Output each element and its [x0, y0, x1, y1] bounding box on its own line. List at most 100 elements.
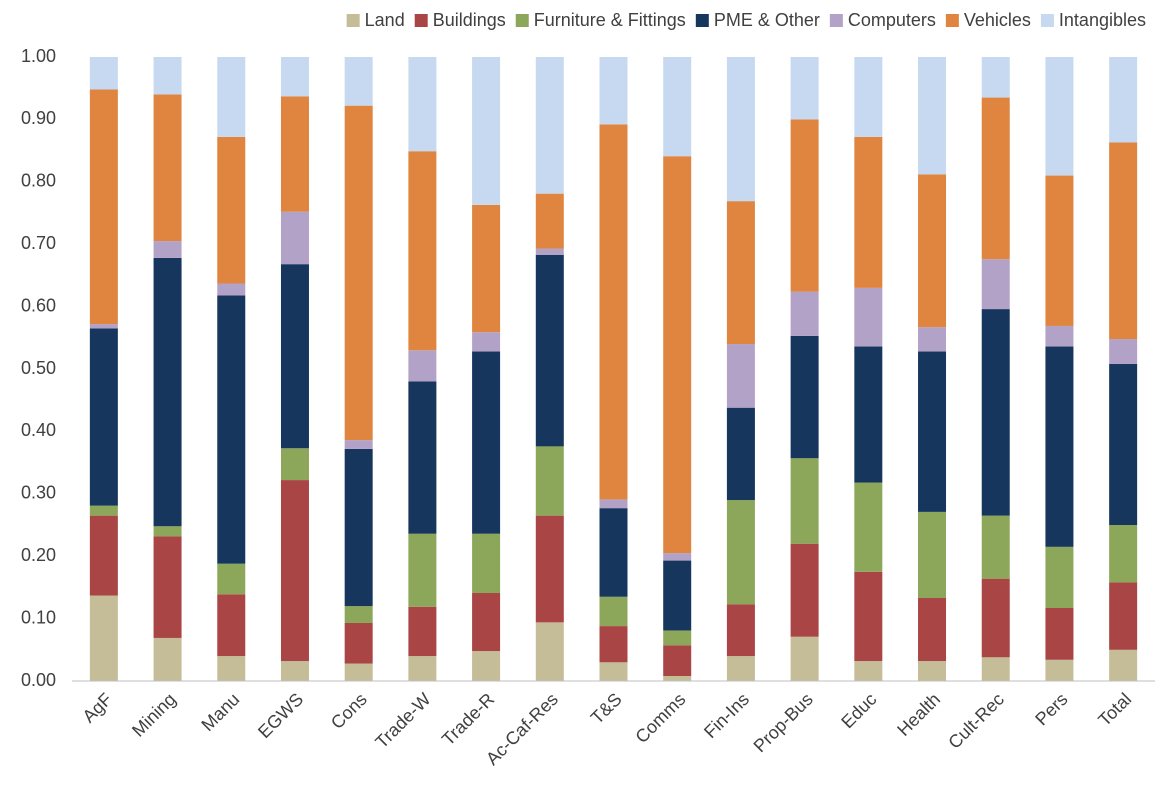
bar-segment [89, 515, 118, 596]
legend-label: Furniture & Fittings [534, 10, 686, 30]
bar-segment [599, 662, 628, 681]
bar-segment [535, 622, 564, 681]
bar-segment [153, 94, 182, 242]
bar-segment [663, 560, 692, 631]
bar-segment [790, 636, 819, 681]
bar-segment [599, 596, 628, 627]
bar-segment [344, 448, 373, 607]
bar-segment [472, 533, 501, 594]
bar-segment [981, 259, 1010, 310]
bar-segment [344, 622, 373, 664]
y-tick-label: 0.40 [21, 420, 56, 440]
x-tick-label: Cult-Rec [944, 689, 1008, 753]
legend-swatch [829, 14, 843, 27]
y-tick-label: 0.90 [21, 108, 56, 128]
bar-segment [280, 661, 309, 681]
bar-segment [981, 57, 1010, 98]
x-tick-label: EGWS [254, 689, 307, 742]
bar-segment [854, 661, 883, 681]
bar-segment [217, 563, 246, 595]
bar-segment [790, 335, 819, 459]
y-tick-label: 0.80 [21, 171, 56, 191]
bar-segment [726, 57, 755, 202]
y-tick-label: 0.70 [21, 233, 56, 253]
bar-segment [854, 57, 883, 137]
bar-segment [663, 57, 692, 157]
bar-segment [472, 57, 501, 205]
bar-segment [535, 57, 564, 194]
bar-segment [1109, 582, 1138, 650]
bar-segment [790, 291, 819, 336]
bar-segment [408, 533, 437, 607]
bar-segment [217, 656, 246, 681]
bar-segment [408, 57, 437, 152]
bar-segment [918, 327, 947, 352]
bar-segment [89, 89, 118, 325]
y-tick-label: 1.00 [21, 46, 56, 66]
x-tick-label: AgF [79, 689, 116, 726]
legend-label: Land [365, 10, 405, 30]
bar-segment [472, 651, 501, 681]
legend-swatch [945, 14, 959, 27]
bar-segment [981, 515, 1010, 579]
bar-segment [918, 511, 947, 599]
bar-segment [790, 543, 819, 637]
y-tick-label: 0.30 [21, 483, 56, 503]
bar-segment [472, 593, 501, 652]
bar-segment [599, 499, 628, 509]
bar-segment [599, 124, 628, 500]
bar-segment [153, 526, 182, 537]
bar-segment [89, 505, 118, 516]
x-tick-label: Trade-R [438, 689, 498, 749]
bar-segment [89, 324, 118, 329]
bar-segment [408, 151, 437, 351]
bar-segment [854, 346, 883, 483]
bar-segment [153, 637, 182, 681]
y-tick-label: 0.50 [21, 358, 56, 378]
bar-segment [280, 57, 309, 97]
bar-segment [663, 156, 692, 554]
x-tick-label: Total [1094, 689, 1135, 730]
bar-segment [663, 676, 692, 681]
x-tick-label: Prop-Bus [750, 689, 817, 756]
legend-label: Vehicles [964, 10, 1031, 30]
y-tick-label: 0.00 [21, 670, 56, 690]
bar-segment [153, 57, 182, 95]
bar-segment [599, 57, 628, 125]
bar-segment [981, 97, 1010, 260]
bar-segment [408, 350, 437, 382]
bar-segment [918, 661, 947, 681]
bar-segment [1045, 346, 1074, 547]
x-tick-label: Pers [1031, 689, 1071, 729]
bar-segment [1109, 339, 1138, 365]
bar-segment [89, 595, 118, 681]
bar-segment [918, 57, 947, 175]
bar-segment [726, 500, 755, 605]
bar-segment [408, 606, 437, 657]
bar-segment [535, 515, 564, 623]
bar-segment [663, 630, 692, 646]
bar-segment [726, 201, 755, 345]
bar-segment [472, 204, 501, 333]
legend-label: Computers [848, 10, 936, 30]
bar-segment [981, 657, 1010, 681]
bar-segment [280, 264, 309, 449]
bar-segment [599, 508, 628, 597]
bar-segment [726, 344, 755, 408]
x-tick-label: Educ [837, 689, 880, 732]
bar-segment [153, 257, 182, 527]
bar-segment [535, 254, 564, 447]
bar-segment [344, 57, 373, 106]
bar-segment [1109, 364, 1138, 525]
bar-segment [981, 309, 1010, 516]
y-tick-label: 0.20 [21, 545, 56, 565]
bar-segment [217, 594, 246, 657]
bar-segment [1109, 649, 1138, 681]
x-tick-label: Health [893, 689, 944, 740]
x-tick-label: Fin-Ins [700, 689, 753, 742]
bar-segment [344, 606, 373, 623]
bar-segment [217, 136, 246, 284]
bar-segment [472, 351, 501, 534]
bar-segment [280, 448, 309, 481]
